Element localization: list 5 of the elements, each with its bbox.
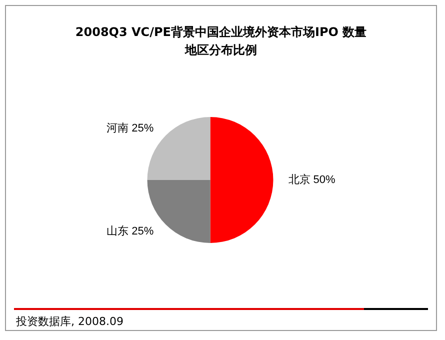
slice-label: 北京 50% <box>288 173 336 186</box>
slice-label: 河南 25% <box>106 121 154 134</box>
text: 投资数据库, 2008.09 <box>16 314 124 329</box>
chart-title: 2008Q3 VC/PE背景中国企业境外资本市场IPO 数量地区分布比例 <box>75 25 367 57</box>
slice-label: 山东 25% <box>106 224 154 238</box>
